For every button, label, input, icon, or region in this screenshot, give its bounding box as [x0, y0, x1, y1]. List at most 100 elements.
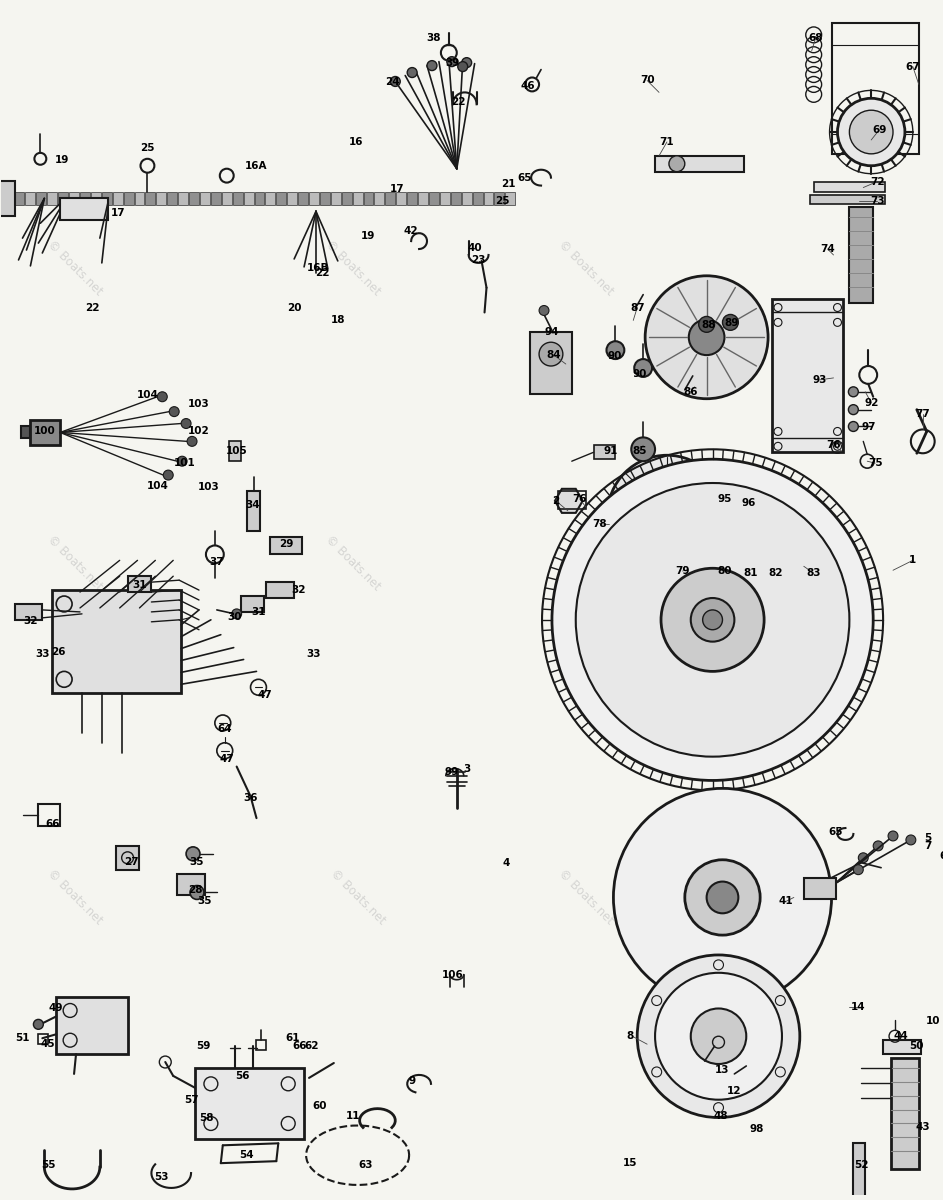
Text: 20: 20 [287, 302, 302, 312]
Text: 89: 89 [724, 318, 738, 329]
Bar [157, 192, 166, 205]
Circle shape [407, 67, 417, 78]
Bar [177, 874, 205, 895]
Bar [850, 208, 873, 302]
Text: 103: 103 [198, 482, 220, 492]
Text: 74: 74 [820, 244, 835, 254]
Polygon shape [603, 524, 675, 590]
Text: 18: 18 [331, 316, 345, 325]
Text: 101: 101 [174, 458, 196, 468]
Text: 57: 57 [184, 1094, 198, 1105]
Text: 91: 91 [604, 446, 618, 456]
Bar [255, 192, 264, 205]
Bar [229, 442, 240, 461]
Text: 12: 12 [727, 1086, 741, 1096]
Bar [484, 192, 493, 205]
Circle shape [606, 341, 624, 359]
Polygon shape [620, 872, 682, 923]
Bar [246, 491, 260, 530]
Bar [58, 192, 68, 205]
Text: 1: 1 [909, 556, 917, 565]
Circle shape [539, 342, 563, 366]
Text: 24: 24 [385, 78, 400, 88]
Bar [256, 1040, 267, 1050]
Text: 98: 98 [749, 1124, 764, 1134]
Circle shape [181, 419, 191, 428]
Bar [331, 192, 340, 205]
Text: 79: 79 [675, 566, 690, 576]
Polygon shape [676, 671, 709, 752]
Bar [396, 192, 406, 205]
Text: 7: 7 [924, 841, 932, 851]
Bar [472, 192, 483, 205]
Text: © Boats.net: © Boats.net [555, 238, 616, 298]
Polygon shape [584, 562, 665, 607]
Text: 25: 25 [495, 197, 509, 206]
Text: 10: 10 [925, 1016, 940, 1026]
Text: 66: 66 [45, 820, 59, 829]
Bar [803, 877, 835, 900]
Text: 17: 17 [390, 184, 405, 193]
Circle shape [457, 61, 468, 72]
Polygon shape [635, 664, 691, 742]
Text: 61: 61 [285, 1033, 300, 1043]
Circle shape [607, 455, 726, 575]
Text: 86: 86 [684, 386, 698, 397]
Bar [14, 604, 42, 620]
Circle shape [163, 470, 174, 480]
Text: 66: 66 [293, 1042, 307, 1051]
Text: 40: 40 [468, 244, 482, 253]
Text: 23: 23 [472, 254, 486, 265]
Text: 25: 25 [141, 143, 155, 152]
Text: 96: 96 [741, 498, 755, 508]
Text: 32: 32 [24, 616, 38, 626]
Bar [116, 846, 140, 870]
Text: 45: 45 [41, 1039, 56, 1049]
Text: 68: 68 [808, 32, 823, 43]
Text: 70: 70 [639, 76, 654, 85]
Circle shape [706, 882, 738, 913]
Bar [240, 596, 264, 612]
Text: 3: 3 [463, 763, 471, 774]
Text: 104: 104 [146, 481, 168, 491]
Bar [558, 491, 586, 509]
Text: 22: 22 [452, 97, 466, 107]
Text: © Boats.net: © Boats.net [555, 868, 616, 928]
Text: 55: 55 [41, 1160, 56, 1170]
Text: 33: 33 [35, 648, 50, 659]
Bar [462, 192, 472, 205]
Circle shape [906, 835, 916, 845]
Polygon shape [766, 606, 846, 634]
Text: © Boats.net: © Boats.net [327, 868, 388, 928]
Circle shape [849, 404, 858, 414]
Text: 106: 106 [442, 970, 464, 979]
Text: 65: 65 [517, 173, 532, 182]
Bar [429, 192, 438, 205]
Polygon shape [698, 938, 748, 1001]
Circle shape [691, 1008, 746, 1064]
Bar [832, 23, 918, 154]
Bar [60, 198, 108, 221]
Text: 16A: 16A [245, 161, 268, 170]
Bar [47, 192, 58, 205]
Text: 4: 4 [503, 858, 510, 868]
Circle shape [390, 77, 400, 86]
Circle shape [232, 608, 241, 619]
Text: 5: 5 [924, 833, 932, 842]
Polygon shape [717, 671, 749, 752]
Text: 81: 81 [743, 569, 757, 578]
Text: 2: 2 [553, 496, 559, 506]
Circle shape [576, 484, 850, 757]
Bar [91, 192, 101, 205]
Text: 34: 34 [245, 500, 260, 510]
Polygon shape [750, 524, 822, 590]
Text: 47: 47 [257, 690, 272, 700]
Text: 62: 62 [305, 1042, 320, 1051]
Bar [810, 196, 885, 204]
Bar [440, 192, 450, 205]
Bar [353, 192, 362, 205]
Text: 42: 42 [404, 226, 419, 236]
Polygon shape [603, 649, 675, 715]
Polygon shape [635, 498, 691, 576]
Text: 100: 100 [33, 426, 56, 437]
